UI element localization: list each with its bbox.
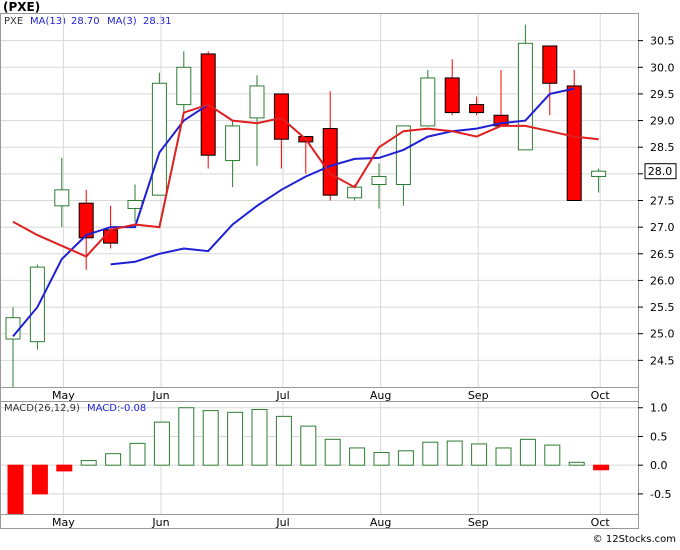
price-y-tick-label: 26.5 (650, 248, 675, 261)
footer-credit: © 12Stocks.com (593, 534, 676, 545)
price-y-tick-label: 27.0 (650, 221, 675, 234)
candle-body (371, 176, 387, 186)
price-x-tick-label: May (52, 389, 75, 402)
candle-body (444, 77, 460, 114)
candle-body (395, 125, 411, 186)
candle-body (151, 82, 167, 196)
macd-bar (153, 421, 170, 466)
macd-bars (7, 407, 610, 515)
macd-legend-value: MACD:-0.08 (87, 403, 146, 414)
macd-bar (568, 461, 585, 466)
macd-bar (397, 450, 414, 466)
price-y-tick-label: 28.5 (650, 141, 675, 154)
macd-x-tick-label: Oct (591, 516, 611, 529)
macd-bar (7, 464, 24, 515)
macd-bar (129, 442, 146, 466)
price-y-tick-label: 30.5 (650, 35, 675, 48)
candle-body (273, 93, 289, 140)
macd-bar (519, 438, 536, 466)
candle-body (78, 202, 94, 239)
price-y-tick-label: 26.0 (650, 274, 675, 287)
macd-date-strip (0, 514, 639, 529)
price-y-tick-label: 29.0 (650, 115, 675, 128)
legend-ma13-label: MA(13) (30, 16, 66, 27)
candle-body (176, 66, 192, 106)
price-y-tick-label: 30.0 (650, 61, 675, 74)
macd-bar (446, 440, 463, 466)
macd-x-axis: May Jun Jul Aug Sep Oct (52, 516, 610, 529)
macd-bar (349, 447, 366, 466)
candle-body (469, 104, 485, 114)
candle-body (225, 125, 241, 162)
price-y-tick-label: 25.5 (650, 301, 675, 314)
candle-body (322, 128, 338, 196)
macd-bar (471, 443, 488, 466)
macd-bar (227, 411, 244, 466)
candle-body (420, 77, 436, 127)
price-candles (5, 24, 607, 387)
last-price-tag: 28.0 (644, 163, 677, 180)
macd-bar (373, 452, 390, 466)
price-y-tick-label: 25.0 (650, 328, 675, 341)
macd-bar (251, 408, 268, 466)
price-y-tick-label: 29.5 (650, 88, 675, 101)
legend-ma3-value: 28.31 (143, 16, 172, 27)
price-x-tick-label: Jun (151, 389, 169, 402)
macd-bar (324, 438, 341, 466)
macd-bar (275, 415, 292, 466)
macd-bar (31, 464, 48, 495)
candle-body (566, 85, 582, 201)
candle-body (29, 266, 45, 343)
macd-bar (178, 407, 195, 466)
last-price-label: 28.0 (648, 165, 673, 178)
macd-bar (202, 410, 219, 466)
candle-body (249, 85, 265, 119)
macd-x-tick-label: May (52, 516, 75, 529)
legend-ma13-value: 28.70 (71, 16, 100, 27)
candle-body (591, 170, 607, 178)
macd-bar (80, 460, 97, 466)
macd-bar (56, 464, 73, 472)
macd-y-tick-label: 0.5 (650, 430, 668, 443)
candle-body (517, 42, 533, 151)
price-x-tick-label: Oct (591, 389, 611, 402)
macd-x-tick-label: Aug (370, 516, 391, 529)
macd-bar (300, 425, 317, 466)
macd-bar (495, 447, 512, 466)
moving-average-lines (12, 87, 599, 338)
macd-bar (422, 441, 439, 466)
ma13-line (110, 87, 575, 266)
price-y-tick-label: 27.5 (650, 195, 675, 208)
price-x-tick-label: Sep (468, 389, 489, 402)
macd-x-tick-label: Sep (468, 516, 489, 529)
macd-x-tick-label: Jul (275, 516, 289, 529)
macd-y-tick-label: 0.0 (650, 459, 668, 472)
price-x-tick-label: Aug (370, 389, 391, 402)
price-x-tick-label: Jul (275, 389, 289, 402)
candle-body (127, 200, 143, 209)
macd-bar (593, 464, 610, 471)
macd-y-axis: -0.5 0.0 0.5 1.0 (638, 402, 671, 501)
ma13-line (12, 103, 209, 338)
legend-ma3-label: MA(3) (107, 16, 137, 27)
macd-x-tick-label: Jun (151, 516, 169, 529)
macd-bar (105, 453, 122, 466)
macd-legend-label: MACD(26,12,9) (4, 403, 80, 414)
price-x-axis: May Jun Jul Aug Sep Oct (52, 389, 610, 402)
chart-title: (PXE) (3, 0, 40, 14)
candle-body (347, 186, 363, 199)
candle-body (54, 189, 70, 207)
ma3-line (12, 103, 599, 258)
price-y-tick-label: 24.5 (650, 354, 675, 367)
legend-symbol: PXE (4, 16, 23, 27)
macd-y-tick-label: -0.5 (650, 488, 671, 501)
macd-y-tick-label: 1.0 (650, 402, 668, 415)
candle-body (542, 45, 558, 84)
macd-bar (544, 444, 561, 466)
